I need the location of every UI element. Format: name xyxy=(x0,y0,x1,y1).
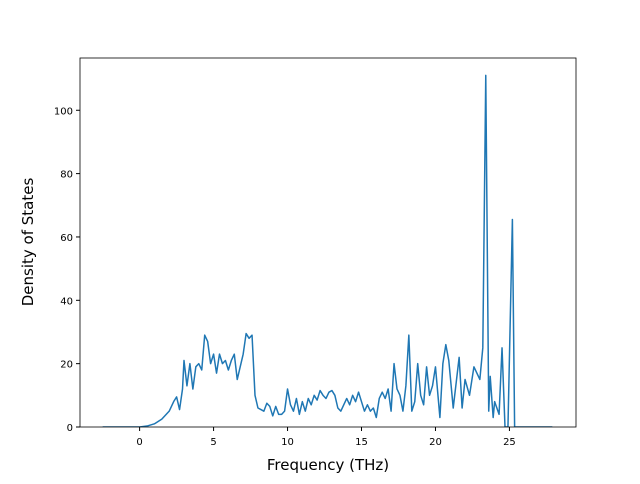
y-tick-label: 80 xyxy=(60,170,73,181)
y-tick-label: 0 xyxy=(67,423,73,434)
x-tick-label: 5 xyxy=(210,437,216,448)
y-tick-label: 40 xyxy=(60,296,73,307)
x-axis-label: Frequency (THz) xyxy=(267,456,389,474)
x-tick-label: 15 xyxy=(355,437,368,448)
plot-frame xyxy=(79,57,577,428)
x-tick-label: 20 xyxy=(429,437,442,448)
x-tick-label: 0 xyxy=(136,437,142,448)
x-tick-label: 25 xyxy=(503,437,516,448)
y-tick-label: 20 xyxy=(60,360,73,371)
y-tick-label: 100 xyxy=(54,106,73,117)
y-axis-label: Density of States xyxy=(19,178,37,307)
x-tick-label: 10 xyxy=(281,437,294,448)
line xyxy=(102,74,553,427)
y-tick-label: 60 xyxy=(60,233,73,244)
